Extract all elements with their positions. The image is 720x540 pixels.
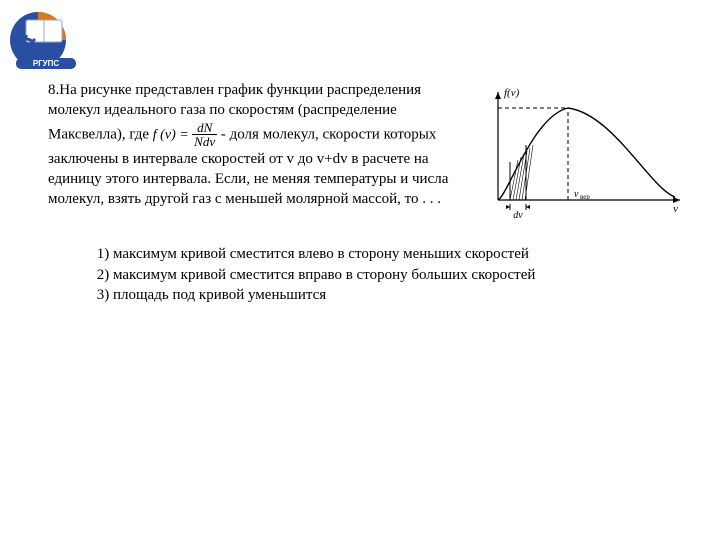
formula: f (v) = dN Ndv bbox=[153, 121, 217, 149]
logo-text: РГУПС bbox=[33, 59, 60, 68]
answers-block: 1) максимум кривой сместится влево в сто… bbox=[48, 244, 690, 305]
formula-lhs: f (v) = bbox=[153, 127, 189, 142]
answer-2: 2) максимум кривой сместится вправо в ст… bbox=[48, 265, 690, 285]
formula-num: dN bbox=[192, 121, 217, 136]
answer-3: 3) площадь под кривой уменьшится bbox=[48, 285, 690, 305]
problem-text: 8.На рисунке представлен график функции … bbox=[48, 80, 468, 210]
maxwell-chart: f(v)vvверdv bbox=[480, 80, 690, 226]
svg-text:вер: вер bbox=[580, 193, 590, 201]
formula-den: Ndv bbox=[192, 135, 217, 149]
svg-text:f(v): f(v) bbox=[504, 87, 520, 99]
svg-text:v: v bbox=[673, 203, 678, 215]
answer-1: 1) максимум кривой сместится влево в сто… bbox=[48, 244, 690, 264]
svg-text:dv: dv bbox=[513, 210, 523, 220]
svg-text:v: v bbox=[574, 189, 579, 200]
problem-number: 8. bbox=[48, 82, 59, 98]
content: 8.На рисунке представлен график функции … bbox=[48, 80, 690, 305]
logo: РГУПС bbox=[8, 8, 86, 78]
